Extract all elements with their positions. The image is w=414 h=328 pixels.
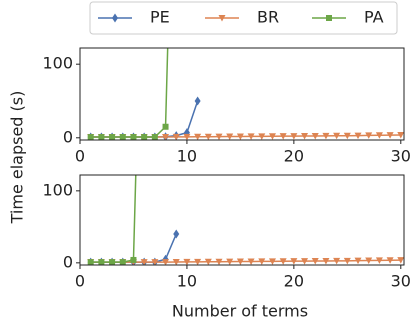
x-tick-label: 30 [391,147,411,166]
marker [279,133,287,140]
axes-frame [79,174,405,266]
x-tick-label: 0 [75,147,85,166]
y-tick-label: 0 [63,127,73,146]
marker [87,259,94,265]
series-line [90,175,137,263]
marker [172,258,180,265]
marker [162,123,169,130]
marker [173,229,180,239]
marker [343,257,351,265]
x-tick-label: 0 [75,272,85,291]
marker [151,259,159,265]
marker [397,131,404,139]
marker [301,133,309,140]
legend-label: BR [257,8,279,27]
axes-frame [79,47,405,141]
marker [268,258,276,265]
x-tick-label: 20 [284,147,304,166]
marker [365,132,373,139]
y-tick-label: 0 [63,252,73,271]
marker [226,258,234,265]
legend-label: PE [150,8,170,27]
marker [194,96,201,106]
legend-marker [326,15,332,21]
series-line [90,100,199,138]
x-tick-label: 10 [177,147,197,166]
marker [333,257,341,265]
legend-label: PA [364,8,384,27]
marker [354,257,362,265]
marker [236,258,244,265]
x-tick-label: 20 [284,272,304,291]
marker [141,134,148,140]
marker [204,133,212,140]
legend-marker [218,15,226,22]
marker [279,258,287,265]
marker [162,259,170,265]
x-tick-label: 30 [391,272,411,291]
marker [194,258,202,265]
marker [119,259,126,265]
marker [354,132,362,140]
series-line [90,259,401,263]
marker [322,132,330,140]
marker [109,134,116,140]
marker [109,259,116,265]
legend-box [89,1,398,35]
marker [172,133,180,140]
marker [183,258,191,265]
marker [162,134,170,140]
x-tick-label: 10 [177,272,197,291]
marker [258,258,266,265]
plot-area [87,175,404,265]
marker [215,133,223,140]
x-axis-label: Number of terms [172,302,308,321]
marker [375,257,383,264]
marker [226,133,234,140]
marker [268,133,276,140]
marker [343,132,351,140]
marker [98,134,105,140]
marker [365,257,373,265]
marker [140,259,148,265]
marker [130,256,137,263]
marker [247,258,255,265]
marker [215,258,223,265]
marker [258,133,266,140]
marker [386,257,394,264]
plot-area [87,48,404,140]
marker [194,133,202,140]
y-axis-label: Time elapsed (s) [8,91,27,225]
marker [311,258,319,265]
marker [301,258,309,265]
marker [130,134,137,140]
marker [322,257,330,265]
marker [247,133,255,140]
marker [98,259,105,265]
marker [386,132,394,139]
y-tick-label: 100 [42,180,73,199]
marker [151,134,158,140]
marker [311,132,319,140]
legend-marker [112,13,118,23]
marker [119,134,126,140]
marker [290,133,298,140]
marker [375,132,383,139]
marker [236,133,244,140]
marker [183,133,191,140]
marker [397,257,404,264]
marker [87,134,94,140]
y-tick-label: 100 [42,54,73,73]
marker [290,258,298,265]
marker [333,132,341,140]
marker [204,258,212,265]
